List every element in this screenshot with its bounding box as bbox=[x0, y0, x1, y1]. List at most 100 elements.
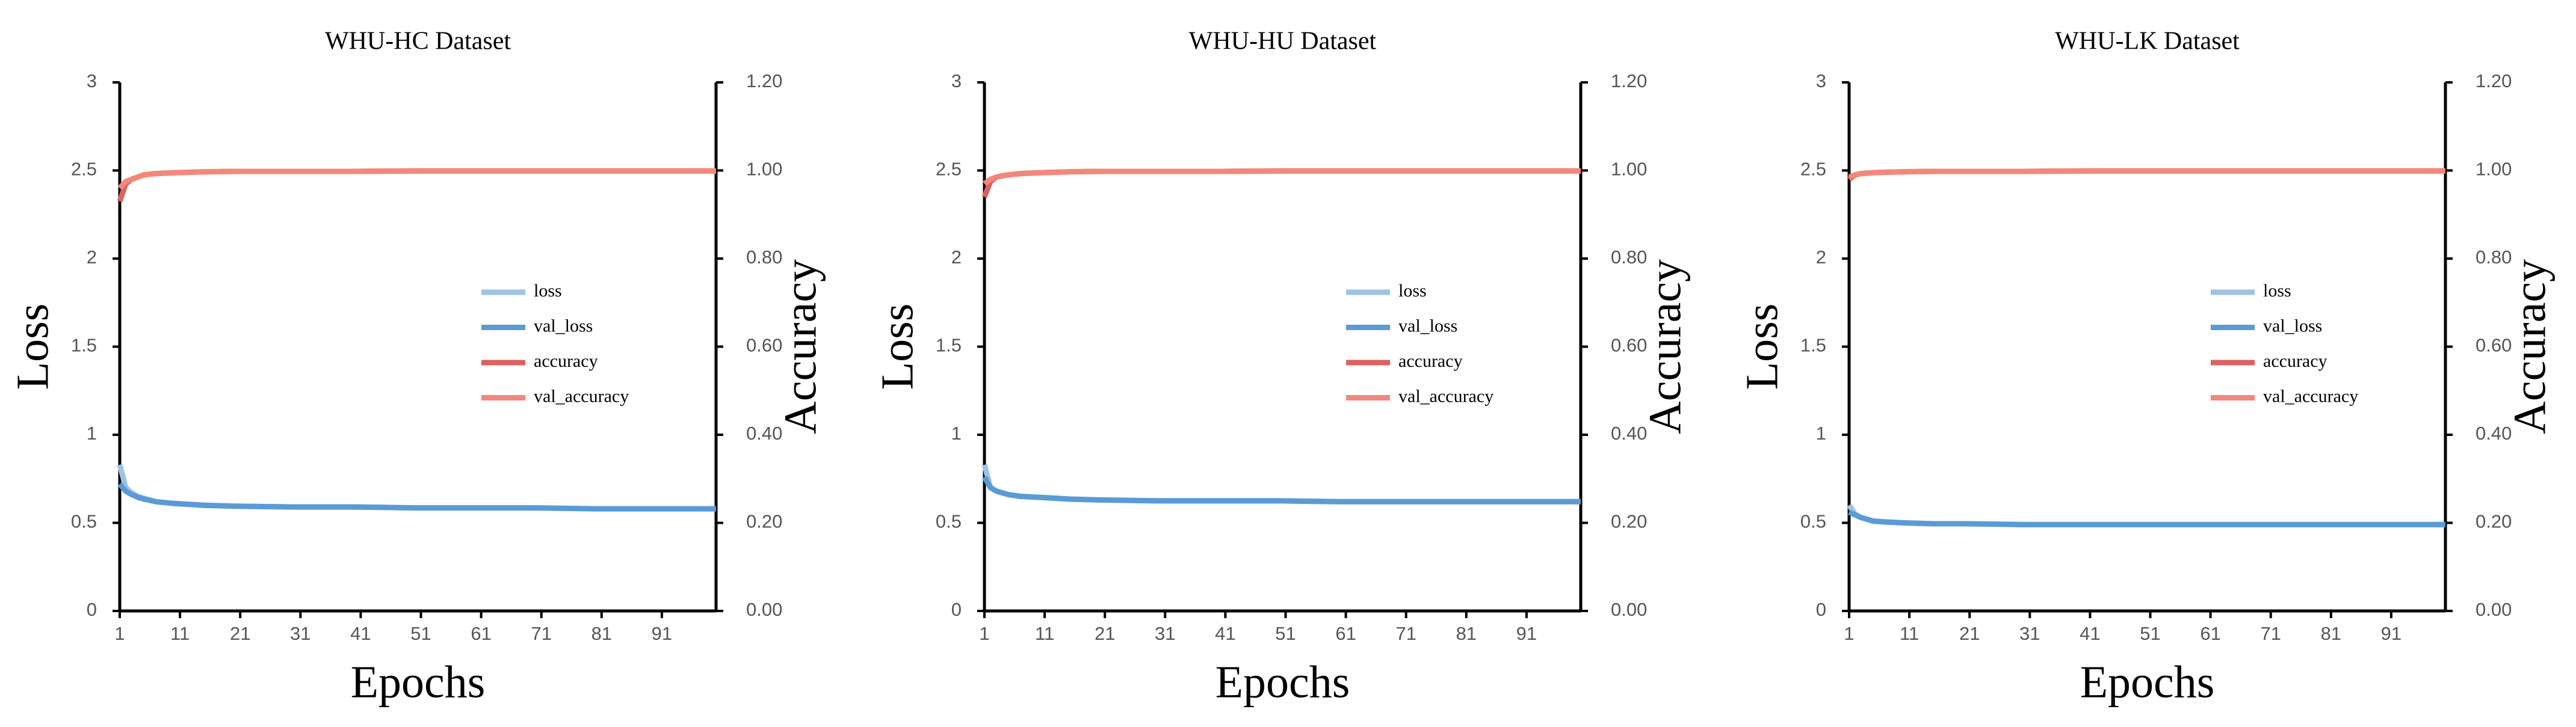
legend-label: loss bbox=[1398, 281, 1427, 301]
series-line bbox=[1848, 168, 2445, 180]
legend-label: val_accuracy bbox=[2263, 386, 2358, 406]
legend-label: accuracy bbox=[2263, 351, 2327, 371]
series-line bbox=[981, 464, 1581, 505]
y-axis-label: Loss bbox=[872, 304, 922, 390]
y2-tick-label: 1.00 bbox=[746, 159, 782, 180]
x-tick-label: 31 bbox=[2019, 623, 2040, 644]
y2-tick-label: 0.40 bbox=[2476, 423, 2512, 444]
y-tick-label: 1 bbox=[1816, 423, 1826, 444]
y-tick-label: 2.5 bbox=[936, 159, 962, 180]
chart-title: WHU-HU Dataset bbox=[1189, 28, 1377, 55]
y-tick-label: 2 bbox=[1816, 247, 1826, 268]
x-tick-label: 11 bbox=[1900, 623, 1919, 644]
x-tick-label: 91 bbox=[2381, 623, 2401, 644]
x-axis-label: Epochs bbox=[2080, 657, 2215, 707]
chart-panel: WHU-LK Dataset Loss Accuracy Epochs 0 0.5 1 1.5… bbox=[1737, 28, 2555, 708]
y-tick-label: 2.5 bbox=[1800, 159, 1826, 180]
x-tick-label: 21 bbox=[1959, 623, 1980, 644]
x-tick-label: 81 bbox=[1456, 623, 1477, 644]
series-line bbox=[117, 482, 716, 512]
legend-label: accuracy bbox=[534, 351, 598, 371]
y-tick-label: 3 bbox=[951, 70, 962, 91]
chart-title: WHU-HC Dataset bbox=[325, 28, 511, 55]
legend-label: val_accuracy bbox=[1398, 386, 1493, 406]
y2-tick-label: 0.40 bbox=[746, 423, 782, 444]
legend-label: val_loss bbox=[1398, 316, 1457, 336]
legend-label: val_loss bbox=[2263, 316, 2322, 336]
x-tick-label: 31 bbox=[290, 623, 310, 644]
y-tick-label: 1 bbox=[951, 423, 962, 444]
x-tick-label: 71 bbox=[531, 623, 551, 644]
x-tick-label: 61 bbox=[471, 623, 491, 644]
x-tick-label: 1 bbox=[1844, 623, 1854, 644]
x-tick-label: 41 bbox=[1215, 623, 1235, 644]
x-tick-label: 11 bbox=[170, 623, 190, 644]
series-line bbox=[982, 476, 1581, 505]
y2-tick-label: 0.00 bbox=[746, 599, 782, 620]
y-tick-label: 0 bbox=[951, 599, 962, 620]
legend-label: accuracy bbox=[1398, 351, 1463, 371]
x-tick-label: 71 bbox=[1395, 623, 1416, 644]
y2-tick-label: 1.00 bbox=[2476, 159, 2512, 180]
y2-axis-label: Accuracy bbox=[775, 259, 826, 434]
y-axis-label: Loss bbox=[7, 304, 58, 390]
y-tick-label: 3 bbox=[1816, 70, 1826, 91]
x-tick-label: 11 bbox=[1035, 623, 1054, 644]
y-tick-label: 1 bbox=[87, 423, 97, 444]
x-tick-label: 61 bbox=[2200, 623, 2220, 644]
x-tick-label: 51 bbox=[2140, 623, 2160, 644]
y2-tick-label: 0.80 bbox=[746, 247, 782, 268]
legend-label: loss bbox=[534, 281, 562, 301]
legend-label: val_loss bbox=[534, 316, 593, 336]
y2-axis-label: Accuracy bbox=[2504, 259, 2555, 434]
y2-tick-label: 0.20 bbox=[2476, 511, 2512, 532]
series-line bbox=[117, 464, 716, 512]
y-tick-label: 0 bbox=[1816, 599, 1826, 620]
y-tick-label: 0 bbox=[87, 599, 97, 620]
y2-tick-label: 0.40 bbox=[1611, 423, 1647, 444]
x-tick-label: 21 bbox=[230, 623, 250, 644]
y-tick-label: 1.5 bbox=[71, 335, 97, 356]
series-line bbox=[1848, 509, 2445, 527]
x-tick-label: 81 bbox=[2321, 623, 2341, 644]
y2-tick-label: 0.60 bbox=[746, 335, 782, 356]
x-axis-label: Epochs bbox=[351, 657, 486, 707]
x-tick-label: 81 bbox=[591, 623, 612, 644]
legend-label: val_accuracy bbox=[534, 386, 629, 406]
series-line bbox=[981, 168, 1581, 198]
y2-tick-label: 0.20 bbox=[746, 511, 782, 532]
y-tick-label: 0.5 bbox=[71, 511, 97, 532]
y-tick-label: 2 bbox=[87, 247, 97, 268]
y-tick-label: 2.5 bbox=[71, 159, 97, 180]
x-tick-label: 61 bbox=[1335, 623, 1356, 644]
x-tick-label: 1 bbox=[114, 623, 125, 644]
y-tick-label: 1.5 bbox=[936, 335, 962, 356]
y2-tick-label: 0.80 bbox=[2476, 247, 2512, 268]
x-tick-label: 51 bbox=[1275, 623, 1296, 644]
y-tick-label: 1.5 bbox=[1800, 335, 1826, 356]
y-tick-label: 3 bbox=[87, 70, 97, 91]
y2-tick-label: 1.20 bbox=[1611, 70, 1647, 91]
series-line bbox=[117, 168, 716, 203]
x-tick-label: 1 bbox=[979, 623, 989, 644]
x-tick-label: 71 bbox=[2260, 623, 2281, 644]
y2-tick-label: 1.20 bbox=[2476, 70, 2512, 91]
x-tick-label: 51 bbox=[410, 623, 431, 644]
y2-tick-label: 0.00 bbox=[1611, 599, 1647, 620]
y-tick-label: 0.5 bbox=[936, 511, 962, 532]
chart-panel: WHU-HU Dataset Loss Accuracy Epochs 0 0.5 1 1.5… bbox=[872, 28, 1690, 708]
y2-tick-label: 1.00 bbox=[1611, 159, 1647, 180]
y2-tick-label: 0.20 bbox=[1611, 511, 1647, 532]
x-tick-label: 41 bbox=[2080, 623, 2100, 644]
y2-tick-label: 0.60 bbox=[2476, 335, 2512, 356]
y2-axis-label: Accuracy bbox=[1640, 259, 1690, 434]
x-tick-label: 31 bbox=[1155, 623, 1175, 644]
y-tick-label: 2 bbox=[951, 247, 962, 268]
legend-label: loss bbox=[2263, 281, 2291, 301]
x-tick-label: 41 bbox=[350, 623, 371, 644]
y-tick-label: 0.5 bbox=[1800, 511, 1826, 532]
y2-tick-label: 1.20 bbox=[746, 70, 782, 91]
chart-title: WHU-LK Dataset bbox=[2055, 28, 2240, 55]
